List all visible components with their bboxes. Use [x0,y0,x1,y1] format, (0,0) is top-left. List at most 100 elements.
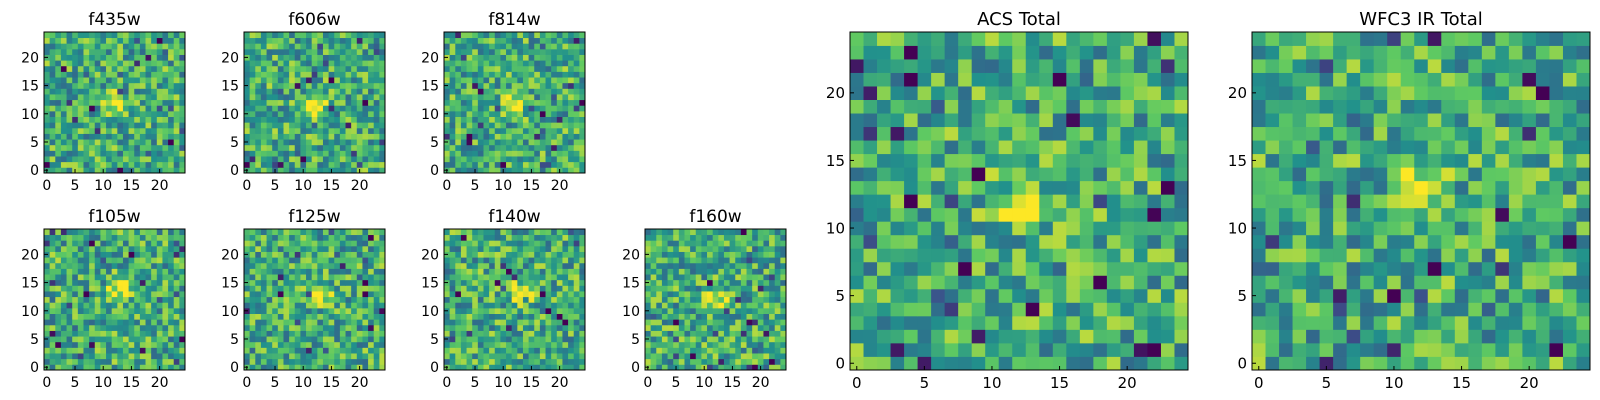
heatmap-cell [106,144,113,151]
heatmap-cell [277,65,284,72]
heatmap-cell [998,153,1013,168]
heatmap-cell [44,122,51,129]
heatmap-cell [506,99,513,106]
heatmap-cell [522,240,529,247]
heatmap-cell [517,60,524,67]
heatmap-cell [551,341,558,348]
heatmap-cell [695,358,702,365]
heatmap-cell [356,296,363,303]
heatmap-cell [1147,356,1162,371]
heatmap-cell [551,127,558,134]
heatmap-cell [334,268,341,275]
heatmap-cell [134,319,141,326]
heatmap-cell [134,358,141,365]
heatmap-cell [289,353,296,360]
heatmap-cells [444,32,586,174]
heatmap-cell [904,275,918,290]
heatmap-cell [306,71,313,78]
heatmap-cell [568,262,575,269]
heatmap-cell [283,313,290,320]
heatmap-cell [345,77,352,84]
heatmap-cell [106,43,113,50]
heatmap-cell [162,156,169,163]
heatmap-cell [877,180,891,195]
heatmap-cell [650,240,657,247]
heatmap-cell [573,285,580,292]
heatmap-cell [373,139,380,146]
heatmap-cell [740,285,747,292]
heatmap-cell [556,54,563,61]
heatmap-cell [931,194,946,209]
heatmap-cell [83,156,90,163]
heatmap-cell [111,37,118,44]
heatmap-cell [168,262,175,269]
heatmap-cell [707,330,714,337]
heatmap-cell [168,336,175,343]
heatmap-cell [472,77,479,84]
heatmap-cell [139,324,146,331]
heatmap-cell [179,274,186,281]
heatmap-cell [645,358,652,365]
heatmap-cell [444,285,451,292]
heatmap-cell [83,347,90,354]
heatmap-cell [780,307,787,314]
heatmap-cell [351,110,358,117]
heatmap-cell [283,296,290,303]
heatmap-cell [444,156,451,163]
heatmap-cell [94,71,101,78]
heatmap-cell [573,336,580,343]
heatmap-cell [106,336,113,343]
heatmap-cell [249,99,256,106]
heatmap-cell [60,150,67,157]
heatmap-cell [311,71,318,78]
heatmap-cell [351,94,358,101]
heatmap-cell [661,279,668,286]
heatmap-cell [283,144,290,151]
heatmap-cell [449,110,456,117]
heatmap-cell [678,319,685,326]
heatmap-cell [106,139,113,146]
heatmap-cell [322,240,329,247]
heatmap-cell [151,262,158,269]
heatmap-cell [368,43,375,50]
heatmap-cell [522,77,529,84]
heatmap-cell [562,257,569,264]
heatmap-cell [1039,315,1054,330]
heatmap-cell [944,167,959,182]
heatmap-cell [277,229,284,236]
heatmap-cell [522,122,529,129]
heatmap-cell [562,150,569,157]
heatmap-cell [556,94,563,101]
heatmap-cell [173,307,180,314]
heatmap-cell [568,274,575,281]
heatmap-cell [145,268,152,275]
heatmap-cell [579,251,586,258]
heatmap-cell [328,156,335,163]
heatmap-cell [562,353,569,360]
heatmap-cell [673,279,680,286]
heatmap-cell [83,358,90,365]
heatmap-cell [917,234,932,249]
heatmap-cell [83,234,90,241]
heatmap-cell [100,302,107,309]
heatmap-cell [322,116,329,123]
heatmap-cell [500,60,507,67]
heatmap-cell [444,234,451,241]
heatmap-cell [173,77,180,84]
heatmap-cell [168,161,175,168]
heatmap-cell [455,54,462,61]
heatmap-cell [311,358,318,365]
heatmap-cell [522,88,529,95]
heatmap-cell [339,251,346,258]
heatmap-cell [260,245,267,252]
heatmap-cell [328,302,335,309]
heatmap-cell [339,358,346,365]
heatmap-cell [306,65,313,72]
heatmap-cell [877,248,891,263]
heatmap-cell [556,341,563,348]
heatmap-cell [322,48,329,55]
heatmap-cell [162,291,169,298]
heatmap-cell [746,358,753,365]
heatmap-cell [735,324,742,331]
